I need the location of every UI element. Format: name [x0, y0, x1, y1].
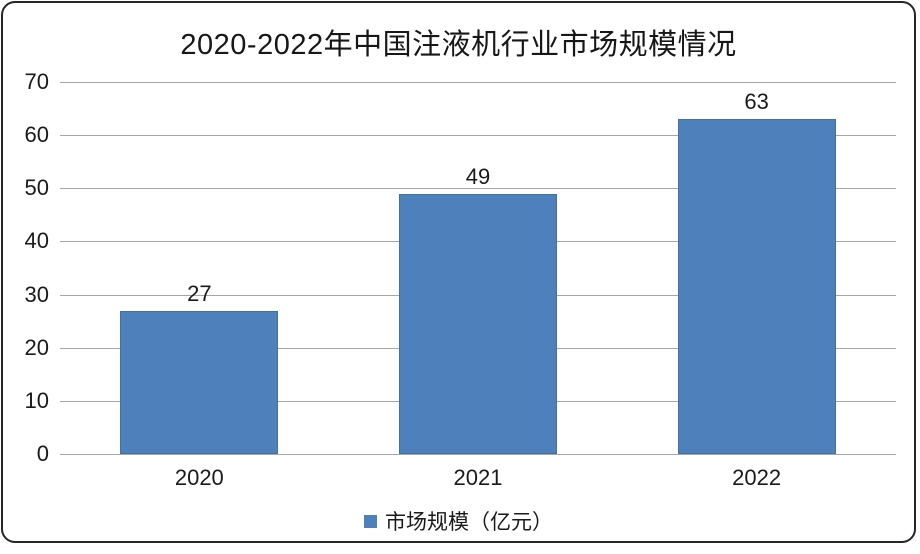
y-tick-label-60: 60	[24, 122, 49, 148]
y-tick-label-50: 50	[24, 175, 49, 201]
y-tick-label-20: 20	[24, 334, 49, 360]
legend-swatch-icon	[364, 514, 377, 528]
bar-2022	[677, 119, 836, 454]
chart-frame: 2020-2022年中国注液机行业市场规模情况 27 49 63 市场规模（亿元） …	[1, 1, 916, 543]
gridline-y-60	[60, 135, 896, 137]
data-label-2021: 49	[465, 163, 491, 189]
y-tick-label-70: 70	[24, 69, 49, 94]
gridline-y-0	[60, 454, 896, 455]
legend-label: 市场规模（亿元）	[385, 511, 553, 534]
y-tick-label-40: 40	[24, 228, 49, 254]
plot-area: 27 49 63	[60, 82, 896, 455]
bar-2020	[120, 310, 279, 454]
data-label-2022: 63	[744, 89, 769, 115]
y-tick-label-10: 10	[24, 387, 49, 413]
legend: 市场规模（亿元）	[3, 506, 914, 536]
y-tick-label-0: 0	[36, 441, 49, 466]
x-tick-label-2021: 2021	[453, 465, 503, 490]
bar-2021	[399, 193, 557, 454]
x-tick-label-2022: 2022	[732, 465, 782, 490]
x-tick-label-2020: 2020	[174, 465, 224, 490]
gridline-y-70	[60, 82, 896, 83]
y-tick-label-30: 30	[24, 281, 49, 307]
data-label-2020: 27	[187, 280, 212, 306]
chart-title: 2020-2022年中国注液机行业市场规模情况	[180, 29, 737, 61]
gridline-y-50	[60, 188, 896, 190]
